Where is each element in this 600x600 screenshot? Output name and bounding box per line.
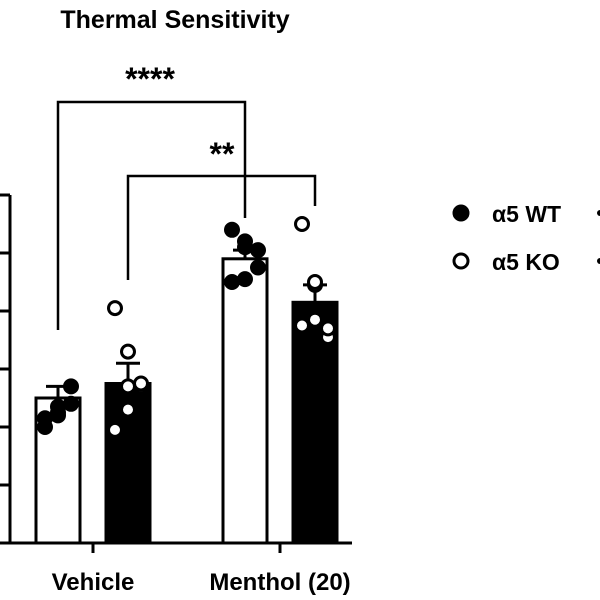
x-tick-label: Vehicle [52,569,135,596]
data-point [63,395,79,412]
legend-marker [452,204,470,222]
data-point [307,311,323,328]
bar [221,257,269,545]
significance-bracket [126,174,317,280]
data-point [50,404,66,421]
x-tick-label: Menthol (20) [209,569,350,596]
data-point [37,419,53,435]
legend-label: α5 WT [492,201,561,227]
data-point [237,239,253,256]
data-point [120,401,136,418]
data-point [250,242,266,259]
data-point [107,421,123,438]
legend-cropped-mark [597,210,600,216]
x-tick-labels: Vehicle Menthol (20) [52,569,351,596]
error-bars [46,248,327,398]
data-point [250,259,266,276]
legend-marker [452,252,470,270]
legend-label: α5 KO [492,249,560,275]
significance-label: ** [210,136,235,172]
data-point [133,375,149,392]
significance-label: **** [125,61,175,97]
data-points [37,216,336,438]
legend-cropped-mark [597,258,600,264]
significance-brackets: ****** [56,61,317,330]
data-point [294,216,310,232]
data-point [224,221,240,238]
data-point [63,378,79,395]
data-point [224,274,240,290]
data-point [307,274,323,290]
data-point [237,271,253,288]
significance-bracket [56,100,247,330]
data-point [120,343,136,360]
data-point [107,300,123,317]
bars [34,257,339,545]
chart-title: Thermal Sensitivity [60,6,289,34]
legend: α5 WT α5 KO [452,201,600,275]
data-point [320,320,336,337]
data-point [294,317,310,334]
data-point [120,378,136,395]
